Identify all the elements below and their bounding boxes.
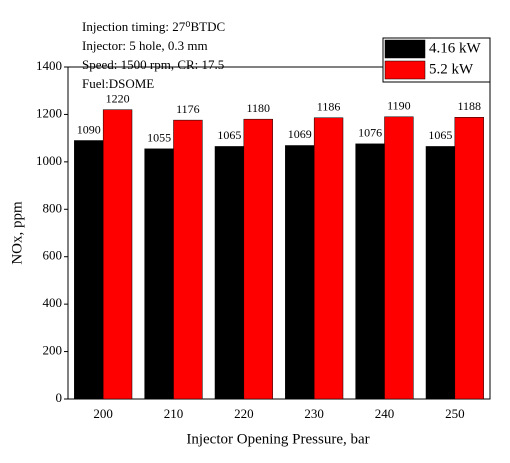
x-tick-label: 230 xyxy=(304,406,324,421)
x-axis-label: Injector Opening Pressure, bar xyxy=(186,431,369,447)
y-tick-label: 600 xyxy=(43,248,63,263)
legend-swatch xyxy=(384,39,426,59)
y-tick-label: 200 xyxy=(43,343,63,358)
bar xyxy=(285,145,315,400)
x-tick-label: 240 xyxy=(375,406,395,421)
plot-frame xyxy=(67,66,491,400)
y-tick-label: 400 xyxy=(43,295,63,310)
y-tick-label: 1400 xyxy=(36,58,62,73)
annotation: Injection timing: 27⁰BTDC xyxy=(82,19,225,34)
value-label: 1065 xyxy=(428,128,452,142)
value-label: 1090 xyxy=(77,122,101,136)
value-label: 1065 xyxy=(217,128,241,142)
x-tick-label: 250 xyxy=(445,406,465,421)
bar xyxy=(144,148,174,400)
value-label: 1055 xyxy=(147,131,171,145)
value-label: 1186 xyxy=(317,99,341,113)
bar xyxy=(454,117,484,400)
value-label: 1220 xyxy=(106,91,130,105)
bar xyxy=(355,143,385,400)
y-axis-label: NOx, ppm xyxy=(9,201,25,265)
x-tick-label: 210 xyxy=(164,406,184,421)
y-tick-label: 800 xyxy=(43,200,63,215)
value-label: 1069 xyxy=(288,127,312,141)
y-tick-label: 0 xyxy=(56,390,63,405)
value-label: 1076 xyxy=(358,126,382,140)
y-tick-label: 1200 xyxy=(36,105,62,120)
bar xyxy=(173,119,203,400)
bar xyxy=(313,117,344,400)
value-label: 1176 xyxy=(176,102,200,116)
bar xyxy=(74,140,104,400)
value-label: 1180 xyxy=(246,101,270,115)
value-label: 1190 xyxy=(387,99,411,113)
bar xyxy=(102,109,133,400)
value-label: 1188 xyxy=(457,99,481,113)
bar xyxy=(425,146,456,400)
bar xyxy=(243,118,273,400)
annotation: Speed: 1500 rpm, CR: 17.5 xyxy=(82,57,224,72)
y-tick-label: 1000 xyxy=(36,153,62,168)
x-tick-label: 200 xyxy=(93,406,113,421)
legend-label: 5.2 kW xyxy=(429,61,474,77)
bar xyxy=(384,116,414,400)
annotation: Injector: 5 hole, 0.3 mm xyxy=(82,38,208,53)
bar xyxy=(214,146,245,400)
legend-label: 4.16 kW xyxy=(429,40,482,56)
annotation: Fuel:DSOME xyxy=(82,76,154,91)
legend-swatch xyxy=(384,60,426,80)
x-tick-label: 220 xyxy=(234,406,254,421)
